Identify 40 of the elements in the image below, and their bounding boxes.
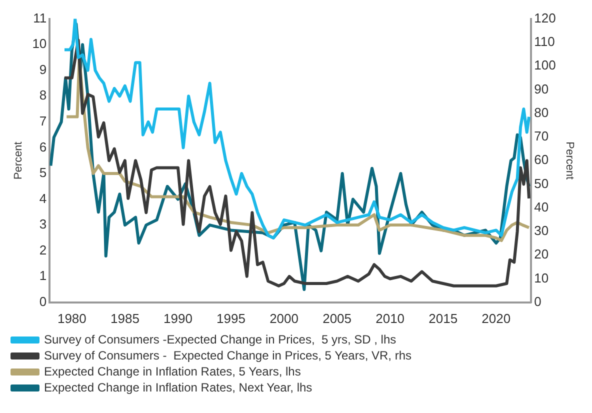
x-tick-label: 1980 [57, 310, 86, 326]
y2-tick-label: 120 [534, 10, 556, 26]
y2-tick-label: 70 [534, 128, 549, 144]
y2-tick-label: 60 [534, 152, 549, 168]
x-tick-label: 1995 [216, 310, 246, 326]
x-tick-label: 2005 [322, 310, 352, 326]
y-tick-label: 7 [39, 114, 47, 129]
y-axis-title: Percent [12, 142, 25, 180]
y2-axis-title: Percent [563, 142, 576, 180]
legend-label: Survey of Consumers - Expected Change in Prices, 5 Years, VR, rhs [44, 348, 412, 362]
y2-tick-label: 90 [534, 81, 549, 96]
legend-label: Expected Change in Inflation Rates, 5 Years, lhs [44, 364, 301, 378]
x-tick-label: 2020 [482, 310, 511, 326]
x-tick-label: 2015 [428, 310, 458, 326]
y2-tick-label: 50 [534, 176, 549, 191]
y-tick-label: 0 [39, 294, 47, 309]
x-tick-label: 2010 [376, 310, 405, 326]
x-tick-label: 1985 [110, 310, 140, 326]
y2-tick-label: 30 [534, 223, 549, 238]
y-tick-label: 4 [39, 190, 47, 206]
y2-tick-label: 10 [534, 270, 549, 286]
y-tick-label: 8 [39, 88, 47, 103]
y2-tick-label: 0 [534, 294, 542, 309]
y2-tick-label: 110 [534, 34, 555, 50]
y-tick-label: 3 [39, 216, 47, 232]
y-tick-label: 9 [39, 62, 47, 77]
y-tick-label: 6 [39, 139, 47, 154]
y2-tick-label: 40 [534, 199, 549, 214]
y2-tick-label: 80 [534, 104, 549, 120]
y-tick-label: 10 [32, 36, 47, 52]
y2-tick-label: 20 [534, 246, 549, 262]
y-tick-label: 11 [33, 10, 47, 26]
y-tick-label: 5 [39, 165, 47, 180]
x-tick-label: 2000 [270, 310, 298, 326]
legend-label: Survey of Consumers -Expected Change in Prices, 5 yrs, SD , lhs [44, 332, 396, 346]
y2-tick-label: 100 [534, 58, 556, 73]
y-tick-label: 2 [39, 242, 47, 258]
legend-label: Expected Change in Inflation Rates, Next Year, lhs [44, 380, 312, 394]
y-tick-label: 1 [39, 268, 47, 284]
x-tick-label: 1990 [164, 310, 192, 326]
